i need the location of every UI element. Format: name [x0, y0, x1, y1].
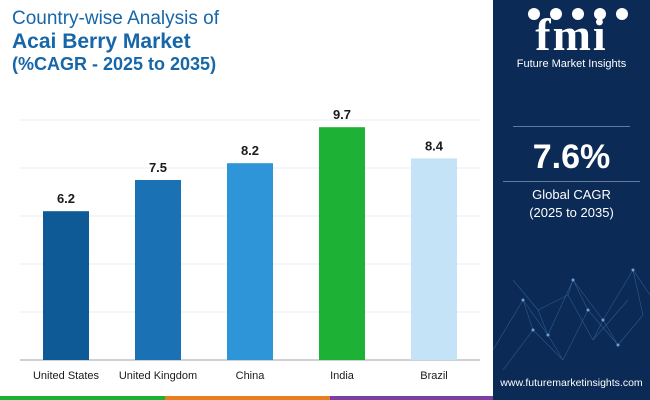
category-label: United States — [33, 370, 100, 382]
logo-icons — [528, 8, 628, 20]
bar-segment-green — [0, 396, 165, 400]
bar-brazil — [411, 158, 457, 360]
global-cagr-period: (2025 to 2035) — [529, 205, 614, 220]
global-cagr-label: Global CAGR — [532, 187, 611, 202]
data-label: 8.4 — [425, 138, 444, 153]
chart-title-line2: Acai Berry Market — [12, 30, 191, 53]
chart-title-line3: (%CAGR - 2025 to 2035) — [12, 54, 217, 74]
category-label: Brazil — [420, 370, 448, 382]
chart-title-line1: Country-wise Analysis of — [12, 8, 219, 29]
category-label: United Kingdom — [119, 370, 197, 382]
summary-panel: fmi Future Market Insights 7.6% Global C… — [493, 0, 650, 400]
global-cagr-value: 7.6% — [532, 138, 611, 176]
logo-subtitle: Future Market Insights — [516, 58, 627, 70]
bar-segment-orange — [165, 396, 330, 400]
category-label: China — [236, 370, 266, 382]
data-label: 6.2 — [57, 191, 75, 206]
bar-united-kingdom — [135, 180, 181, 360]
category-label: India — [330, 370, 355, 382]
bar-segment-purple — [330, 396, 493, 400]
divider — [513, 126, 630, 127]
bar-india — [319, 127, 365, 360]
bar-united-states — [43, 211, 89, 360]
divider — [503, 181, 640, 182]
network-decoration — [493, 268, 650, 371]
data-label: 7.5 — [149, 160, 167, 175]
website-url[interactable]: www.futuremarketinsights.com — [500, 377, 643, 389]
data-label: 9.7 — [333, 107, 351, 122]
bar-china — [227, 163, 273, 360]
data-label: 8.2 — [241, 143, 259, 158]
bottom-color-bar — [0, 396, 493, 400]
fmi-logo: fmi — [535, 9, 608, 60]
bar-chart: 6.2 United States 7.5 United Kingdom 8.2 Chin… — [20, 107, 480, 382]
